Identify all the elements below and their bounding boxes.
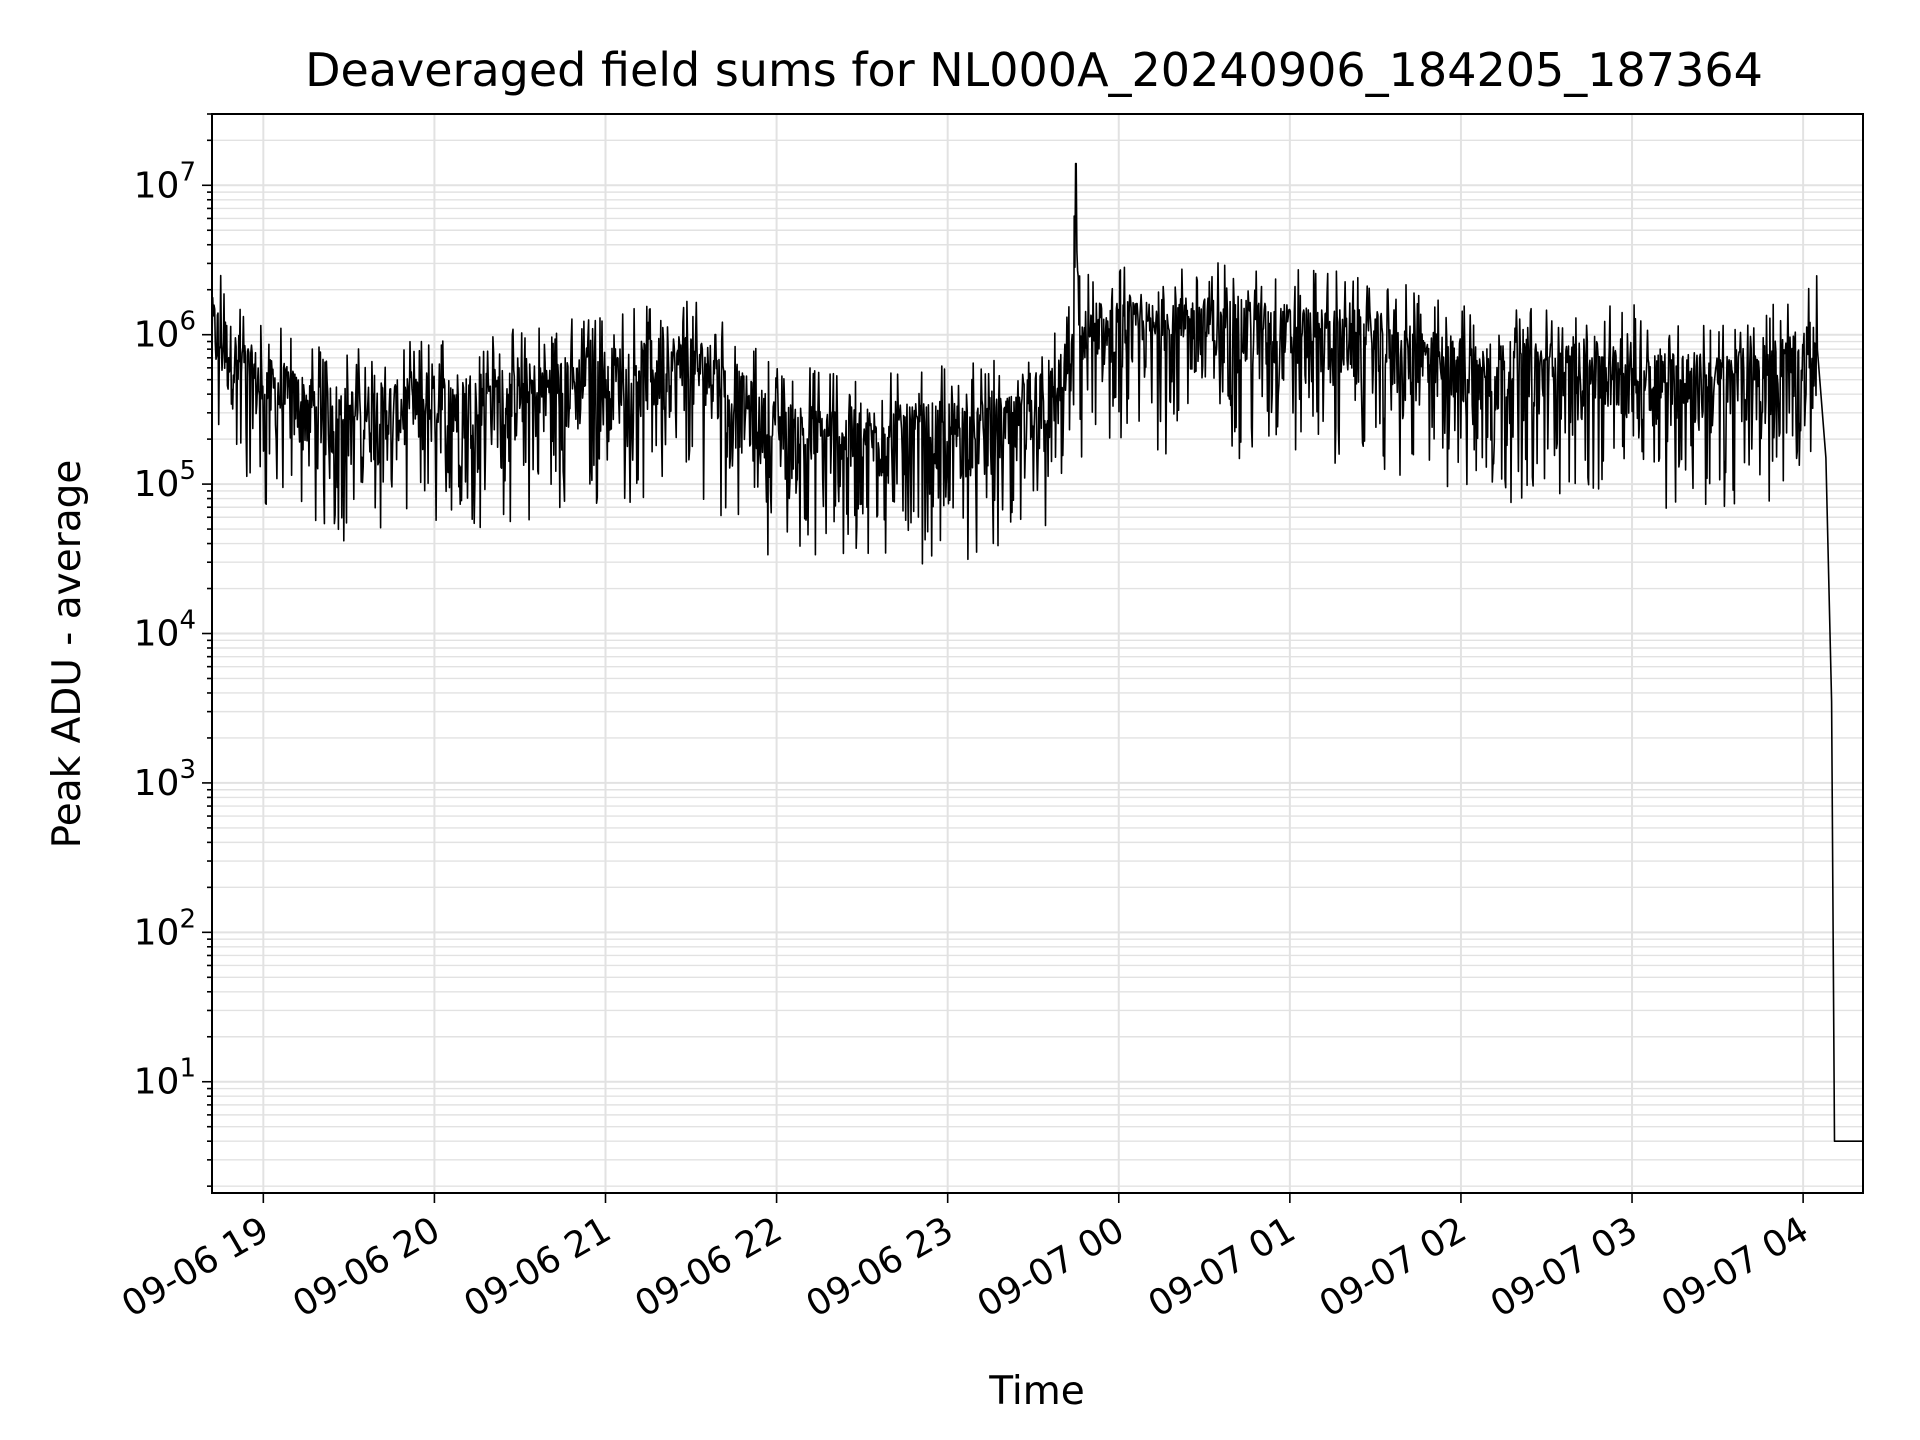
x-tick-label: 09-06 22 <box>628 1209 789 1325</box>
x-tick-label: 09-06 23 <box>800 1209 961 1325</box>
x-tick-label: 09-07 01 <box>1142 1209 1303 1325</box>
y-tick-label: 101 <box>134 1054 196 1103</box>
y-tick-label: 102 <box>134 904 196 953</box>
x-axis-label: Time <box>988 1369 1084 1414</box>
y-tick-label: 103 <box>134 755 196 804</box>
y-tick-label: 106 <box>134 307 196 356</box>
x-tick-label: 09-07 04 <box>1655 1209 1816 1325</box>
chart-title: Deaveraged field sums for NL000A_2024090… <box>305 43 1763 97</box>
y-tick-label: 105 <box>134 456 196 505</box>
x-tick-label: 09-06 20 <box>286 1209 447 1325</box>
series-line <box>211 162 1863 1142</box>
x-tick-label: 09-07 03 <box>1484 1209 1645 1325</box>
x-tick-label: 09-06 19 <box>115 1209 276 1325</box>
y-tick-label: 104 <box>134 606 196 655</box>
x-tick-label: 09-06 21 <box>457 1209 618 1325</box>
x-tick-label: 09-07 02 <box>1313 1209 1474 1325</box>
x-tick-label: 09-07 00 <box>971 1209 1132 1325</box>
y-tick-label: 107 <box>134 157 196 206</box>
grid <box>212 113 1863 1193</box>
y-axis-label: Peak ADU - average <box>45 460 90 849</box>
plot-frame <box>211 113 1864 1194</box>
